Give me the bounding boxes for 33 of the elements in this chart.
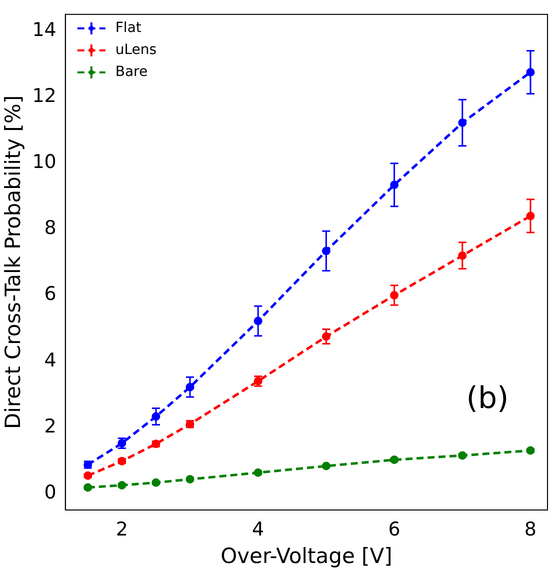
y-tick-label: 12 bbox=[32, 84, 56, 107]
point bbox=[458, 118, 467, 128]
point bbox=[186, 382, 194, 392]
y-tick-label: 0 bbox=[44, 481, 56, 504]
y-tick-label: 6 bbox=[44, 283, 56, 306]
y-tick-label: 8 bbox=[44, 217, 56, 240]
x-tick-label: 4 bbox=[252, 518, 264, 540]
point bbox=[152, 412, 160, 421]
point bbox=[322, 246, 330, 256]
point bbox=[390, 180, 399, 190]
point bbox=[526, 212, 535, 220]
annotation: (b) bbox=[466, 380, 509, 416]
point bbox=[458, 251, 467, 260]
legend-label: Flat bbox=[115, 20, 142, 36]
point bbox=[118, 480, 126, 490]
point bbox=[152, 478, 160, 487]
y-tick-label: 10 bbox=[32, 151, 56, 174]
legend-label: Bare bbox=[115, 64, 148, 80]
x-tick-label: 2 bbox=[116, 518, 128, 540]
legend-label: uLens bbox=[115, 42, 157, 58]
x-axis-title: Over-Voltage [V] bbox=[220, 544, 392, 568]
point bbox=[526, 68, 535, 76]
point bbox=[390, 290, 399, 300]
point bbox=[254, 468, 262, 477]
y-tick-label: 2 bbox=[44, 415, 56, 438]
x-tick-label: 8 bbox=[524, 518, 537, 540]
y-tick-label: 4 bbox=[44, 349, 56, 372]
point bbox=[254, 316, 262, 326]
x-tick-label: 6 bbox=[388, 518, 400, 540]
point bbox=[322, 332, 330, 341]
y-tick-label: 14 bbox=[32, 18, 56, 41]
y-axis-title: Direct Cross-Talk Probability [%] bbox=[1, 95, 26, 430]
point bbox=[186, 475, 194, 484]
